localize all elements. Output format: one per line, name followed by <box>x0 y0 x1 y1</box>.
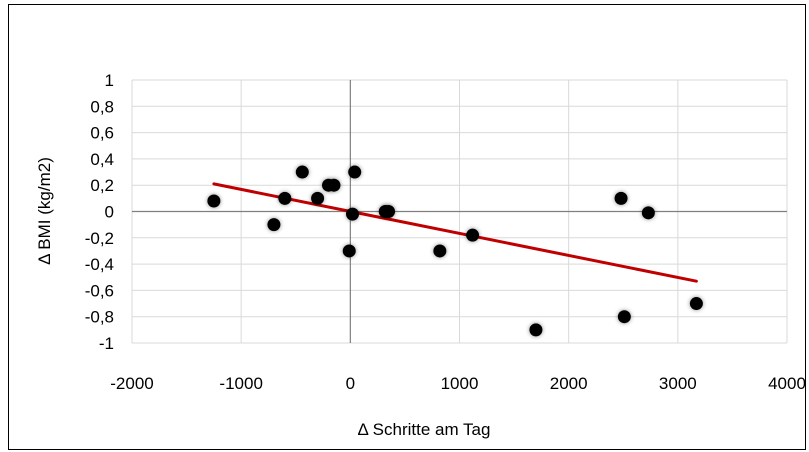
data-point <box>346 207 360 221</box>
y-tick-label: -0,2 <box>85 229 114 248</box>
data-point <box>278 191 292 205</box>
x-tick-label: 4000 <box>768 374 806 393</box>
x-tick-label: 3000 <box>659 374 697 393</box>
linear-trendline <box>212 182 698 283</box>
data-point <box>466 228 480 242</box>
data-point <box>433 244 447 258</box>
trendline-layer <box>212 182 698 283</box>
data-point <box>689 297 703 311</box>
data-point <box>614 191 628 205</box>
data-point <box>342 244 356 258</box>
x-tick-label: 0 <box>346 374 355 393</box>
data-point <box>382 205 396 218</box>
chart-frame <box>8 4 806 450</box>
x-tick-label: -2000 <box>110 374 153 393</box>
y-tick-label: -1 <box>99 334 114 353</box>
y-tick-label: 0,6 <box>90 124 114 143</box>
data-point <box>327 178 341 192</box>
x-axis-title: Δ Schritte am Tag <box>358 420 491 439</box>
data-point <box>207 194 221 208</box>
data-point <box>267 218 281 232</box>
gridlines <box>131 79 788 344</box>
x-tick-label: -1000 <box>219 374 262 393</box>
y-tick-label: -0,8 <box>85 308 114 327</box>
y-tick-label: 0,4 <box>90 150 114 169</box>
y-axis-title: Δ BMI (kg/m2) <box>35 157 54 265</box>
y-tick-label: 0 <box>105 203 114 222</box>
data-point <box>348 165 362 179</box>
y-tick-label: 1 <box>105 71 114 90</box>
data-points <box>207 165 703 337</box>
data-point <box>529 323 543 337</box>
data-point <box>617 310 631 324</box>
y-tick-label: 0,8 <box>90 97 114 116</box>
data-point <box>295 165 309 179</box>
y-tick-labels: 1 0,8 0,6 0,4 0,2 0 -0,2 -0,4 -0,6 -0,8 -1 <box>85 71 114 353</box>
y-tick-label: -0,6 <box>85 281 114 300</box>
y-tick-label: 0,2 <box>90 176 114 195</box>
x-tick-labels: -2000 -1000 0 1000 2000 3000 4000 <box>110 374 806 393</box>
x-tick-label: 1000 <box>441 374 479 393</box>
y-tick-label: -0,4 <box>85 255 114 274</box>
x-tick-label: 2000 <box>550 374 588 393</box>
data-point <box>311 191 325 205</box>
data-point <box>641 206 655 220</box>
